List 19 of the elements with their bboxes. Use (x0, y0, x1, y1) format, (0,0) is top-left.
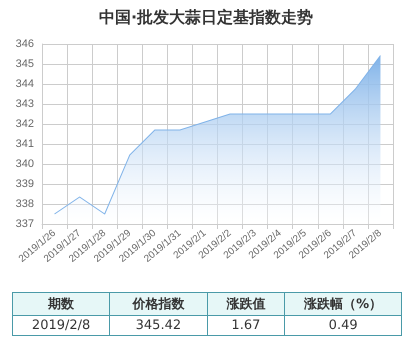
y-tick-label: 342 (16, 118, 34, 130)
text: 涨跌值 (207, 292, 285, 316)
y-tick-label: 337 (16, 218, 34, 230)
text: 2019/2/8 (12, 316, 110, 336)
y-tick-label: 345 (16, 58, 34, 70)
text: 期数 (12, 292, 110, 316)
y-tick-label: 339 (16, 178, 34, 190)
text: 涨跌幅（%） (284, 292, 402, 316)
y-tick-label: 340 (16, 158, 34, 170)
chart-title: 中国·批发大蒜日定基指数走势 (98, 8, 314, 26)
text: 价格指数 (110, 292, 207, 316)
y-tick-label: 343 (16, 98, 34, 110)
y-tick-label: 338 (16, 198, 34, 210)
y-tick-label: 344 (16, 78, 34, 90)
text: 1.67 (207, 316, 285, 336)
text: 0.49 (284, 316, 402, 336)
y-tick-label: 341 (16, 138, 34, 150)
text: 345.42 (110, 316, 207, 336)
y-tick-label: 346 (16, 38, 34, 50)
